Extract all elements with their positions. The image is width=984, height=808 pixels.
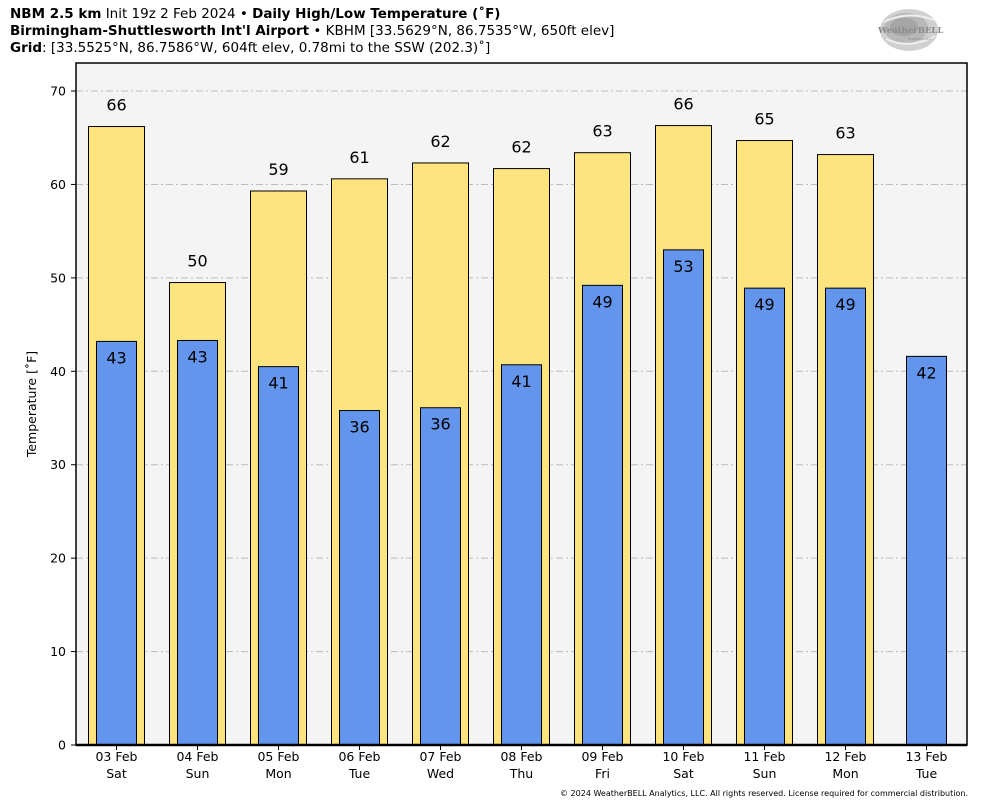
high-value-label: 63 xyxy=(592,122,612,141)
x-tick-date: 10 Feb xyxy=(662,749,704,764)
logo-text: WeatherBELL xyxy=(878,26,944,36)
y-tick-label: 20 xyxy=(50,551,66,566)
low-bar xyxy=(663,249,704,746)
low-bar xyxy=(258,366,299,746)
low-value-label: 36 xyxy=(430,415,450,434)
x-tick-date: 12 Feb xyxy=(824,749,866,764)
low-bar xyxy=(744,287,785,746)
high-value-label: 61 xyxy=(349,148,369,167)
x-tick-day: Sun xyxy=(753,766,777,781)
y-axis-label: Temperature [˚F] xyxy=(24,351,39,458)
low-bar xyxy=(906,355,947,746)
low-value-label: 41 xyxy=(511,372,531,391)
x-tick-date: 09 Feb xyxy=(581,749,623,764)
low-bar xyxy=(420,407,461,746)
copyright-footer: © 2024 WeatherBELL Analytics, LLC. All r… xyxy=(560,789,968,798)
x-tick-date: 07 Feb xyxy=(419,749,461,764)
x-tick-day: Wed xyxy=(427,766,454,781)
grid-info: : [33.5525°N, 86.7586°W, 604ft elev, 0.7… xyxy=(42,40,491,56)
high-value-label: 65 xyxy=(754,110,774,129)
low-bar xyxy=(825,287,866,746)
header-line-2: Birmingham-Shuttlesworth Int'l Airport •… xyxy=(10,23,614,40)
y-tick-label: 60 xyxy=(50,177,66,192)
low-bar xyxy=(96,340,137,746)
low-value-label: 36 xyxy=(349,418,369,437)
chart-header: NBM 2.5 km Init 19z 2 Feb 2024 • Daily H… xyxy=(10,6,614,57)
low-value-label: 49 xyxy=(754,295,774,314)
y-tick-label: 0 xyxy=(58,738,66,753)
x-tick-day: Tue xyxy=(348,766,371,781)
high-value-label: 50 xyxy=(187,252,207,271)
y-tick-label: 70 xyxy=(50,84,66,99)
x-tick-day: Sat xyxy=(673,766,694,781)
high-value-label: 62 xyxy=(430,132,450,151)
y-tick-label: 40 xyxy=(50,364,66,379)
low-value-label: 42 xyxy=(916,363,936,382)
low-value-label: 41 xyxy=(268,374,288,393)
y-tick-label: 10 xyxy=(50,644,66,659)
low-value-label: 53 xyxy=(673,257,693,276)
x-tick-day: Sat xyxy=(106,766,127,781)
separator: • xyxy=(239,6,248,22)
x-tick-day: Tue xyxy=(915,766,938,781)
x-tick-date: 08 Feb xyxy=(500,749,542,764)
high-value-label: 66 xyxy=(106,96,126,115)
low-value-label: 43 xyxy=(106,348,126,367)
x-tick-day: Sun xyxy=(186,766,210,781)
station-name: Birmingham-Shuttlesworth Int'l Airport xyxy=(10,23,310,39)
grid-label: Grid xyxy=(10,40,43,56)
high-value-label: 62 xyxy=(511,138,531,157)
low-value-label: 49 xyxy=(592,292,612,311)
header-line-3: Grid: [33.5525°N, 86.7586°W, 604ft elev,… xyxy=(10,40,614,57)
y-tick-label: 30 xyxy=(50,457,66,472)
logo-swirl-icon xyxy=(880,9,938,51)
chart-title: Daily High/Low Temperature (˚F) xyxy=(252,6,501,22)
station-info: KBHM [33.5629°N, 86.7535°W, 650ft elev] xyxy=(325,23,615,39)
weatherbell-logo: WeatherBELL Analytics LLC xyxy=(878,6,944,54)
x-tick-date: 05 Feb xyxy=(257,749,299,764)
separator: • xyxy=(313,23,322,39)
x-tick-date: 11 Feb xyxy=(743,749,785,764)
logo-subtext: Analytics LLC xyxy=(908,37,932,41)
header-line-1: NBM 2.5 km Init 19z 2 Feb 2024 • Daily H… xyxy=(10,6,614,23)
model-name: NBM 2.5 km xyxy=(10,6,102,22)
x-tick-day: Mon xyxy=(265,766,291,781)
low-bar xyxy=(177,339,218,746)
high-value-label: 59 xyxy=(268,160,288,179)
low-bar xyxy=(339,410,380,746)
x-tick-day: Thu xyxy=(509,766,533,781)
x-tick-day: Fri xyxy=(595,766,610,781)
x-tick-date: 03 Feb xyxy=(95,749,137,764)
low-value-label: 43 xyxy=(187,347,207,366)
high-value-label: 63 xyxy=(835,124,855,143)
x-tick-day: Mon xyxy=(832,766,858,781)
high-value-label: 66 xyxy=(673,95,693,114)
init-time: Init 19z 2 Feb 2024 xyxy=(105,6,236,22)
low-bar xyxy=(501,364,542,746)
low-value-label: 49 xyxy=(835,295,855,314)
y-tick-label: 50 xyxy=(50,270,66,285)
x-tick-date: 04 Feb xyxy=(176,749,218,764)
x-tick-date: 13 Feb xyxy=(905,749,947,764)
low-bar xyxy=(582,284,623,746)
x-tick-date: 06 Feb xyxy=(338,749,380,764)
